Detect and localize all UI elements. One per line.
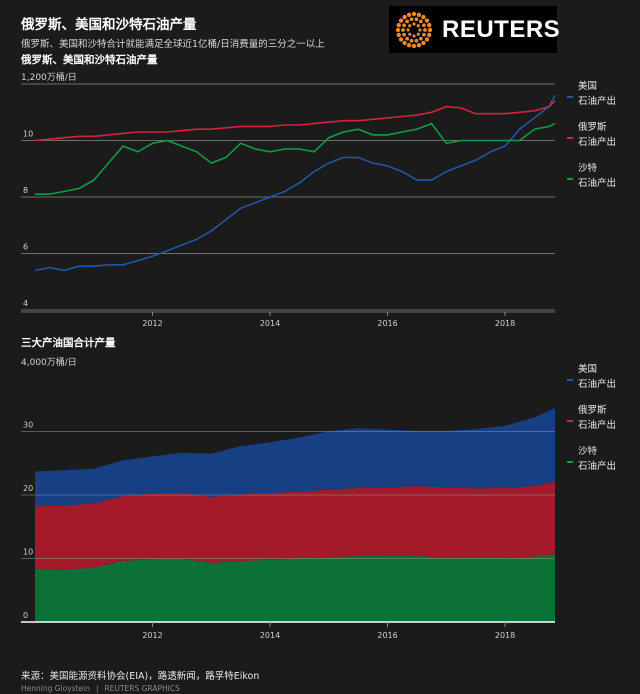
area-chart-x-tick: 2012: [142, 631, 162, 640]
logo-dot: [408, 24, 412, 28]
logo-dot: [427, 32, 432, 38]
logo-dot: [422, 23, 426, 28]
logo-dot: [416, 43, 422, 48]
line-chart-unit-label: 1,200万桶/日: [21, 73, 77, 83]
logo-dot: [414, 17, 419, 22]
logo-dot: [398, 37, 404, 42]
line-legend-sublabel: 石油产出: [578, 177, 616, 189]
logo-dot: [402, 40, 407, 46]
reuters-dots-icon: [395, 11, 433, 49]
logo-dot: [416, 12, 422, 17]
area-chart-y-tick: 30: [23, 421, 33, 430]
line-chart-y-tick: 8: [23, 186, 28, 195]
area-chart-y-tick: 10: [23, 548, 33, 557]
area-legend-name: 俄罗斯: [578, 404, 607, 416]
line-series-us: [34, 94, 556, 272]
line-legend-sublabel: 石油产出: [578, 95, 616, 107]
area-legend-sublabel: 石油产出: [578, 460, 616, 472]
area-chart-y-tick: 0: [23, 611, 28, 620]
logo-dot: [427, 27, 433, 33]
logo-dot: [411, 11, 417, 17]
logo-dot: [406, 12, 412, 17]
line-series-saudi: [35, 122, 556, 195]
logo-dot: [416, 24, 420, 28]
line-legend-name: 俄罗斯: [578, 121, 607, 133]
page-title: 俄罗斯、美国和沙特石油产量: [21, 17, 197, 33]
area-series-russia: [35, 481, 555, 570]
line-chart-y-tick: 4: [23, 299, 28, 308]
line-series-russia: [34, 100, 556, 142]
logo-dot: [396, 32, 401, 38]
logo-dot: [408, 32, 412, 36]
page-subtitle: 俄罗斯、美国和沙特合计就能满足全球近1亿桶/日消费量的三分之一以上: [21, 39, 325, 50]
logo-dot: [422, 32, 426, 37]
logo-dot: [395, 27, 401, 33]
logo-dot: [418, 19, 423, 24]
logo-dot: [409, 38, 414, 43]
area-chart-heading: 三大产油国合计产量: [21, 337, 116, 349]
logo-dot: [405, 19, 410, 24]
area-legend-name: 美国: [578, 363, 597, 375]
line-legend-name: 沙特: [578, 162, 598, 174]
area-series-saudi: [35, 554, 555, 622]
area-legend-sublabel: 石油产出: [578, 419, 616, 431]
logo-dot: [421, 14, 426, 20]
line-chart-y-tick: 10: [23, 130, 33, 139]
area-chart-x-tick: 2014: [260, 631, 280, 640]
credit-line: Henning Gloystein | REUTERS GRAPHICS: [21, 684, 186, 693]
line-legend-sublabel: 石油产出: [578, 136, 616, 148]
logo-dot: [412, 34, 416, 38]
line-chart-x-tick: 2012: [142, 319, 162, 328]
area-chart-y-tick: 20: [23, 484, 33, 493]
line-chart-x-tick: 2014: [260, 319, 280, 328]
logo-dot: [424, 37, 430, 42]
logo-dot: [406, 43, 412, 48]
area-legend-name: 沙特: [578, 445, 598, 457]
logo-dot: [402, 32, 406, 37]
line-chart-y-tick: 6: [23, 243, 28, 252]
area-legend-sublabel: 石油产出: [578, 378, 616, 390]
source-note: 来源：美国能源资料协会(EIA)，路透新闻，路孚特Eikon: [21, 671, 260, 682]
logo-dot: [405, 36, 410, 41]
logo-dot: [414, 38, 419, 43]
line-chart-heading: 俄罗斯、美国和沙特石油产量: [21, 54, 158, 66]
line-legend-name: 美国: [578, 80, 597, 92]
logo-dot: [409, 17, 414, 22]
logo-dot: [418, 36, 423, 41]
logo-dot: [423, 28, 427, 32]
reuters-logo: REUTERS: [389, 6, 561, 53]
reuters-wordmark: REUTERS: [442, 16, 561, 43]
area-chart-x-tick: 2016: [377, 631, 397, 640]
credit-separator: |: [95, 684, 99, 693]
logo-dot: [396, 22, 401, 28]
logo-dot: [402, 23, 406, 28]
area-chart-x-tick: 2018: [495, 631, 515, 640]
logo-dot: [411, 43, 417, 49]
line-chart-x-tick: 2018: [495, 319, 515, 328]
logo-dot: [424, 18, 430, 23]
logo-dot: [402, 14, 407, 20]
logo-dot: [401, 28, 405, 32]
graphics-credit: REUTERS GRAPHICS: [104, 684, 180, 693]
area-chart-unit-label: 4,000万桶/日: [21, 358, 77, 368]
area-series-us: [35, 408, 555, 507]
logo-dot: [406, 28, 410, 32]
line-chart-x-tick: 2016: [377, 319, 397, 328]
logo-dot: [421, 40, 426, 46]
logo-dot: [418, 28, 422, 32]
logo-dot: [427, 22, 432, 28]
logo-dot: [412, 22, 416, 26]
logo-dot: [416, 32, 420, 36]
author-credit: Henning Gloystein: [21, 684, 90, 693]
logo-dot: [398, 18, 404, 23]
